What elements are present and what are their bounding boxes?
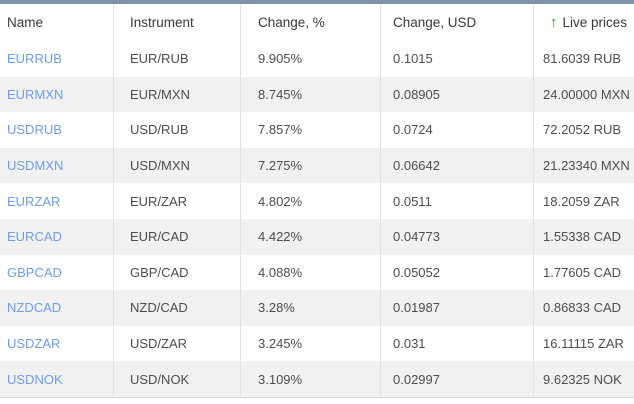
instrument-name-link[interactable]: EURCAD [7,229,62,245]
header-label-live-prices: Live prices [562,15,628,30]
table-row: USDZAR USD/ZAR 3.245% 0.031 16.11115 ZAR [0,325,634,362]
cell-name: USDRUB [0,112,113,148]
instrument-name-link[interactable]: EURMXN [7,86,64,102]
table-row: USDRUB USD/RUB 7.857% 0.0724 72.2052 RUB [0,112,634,148]
cell-change-pct: 4.088% [240,254,380,291]
cell-change-usd: 0.02997 [380,361,533,397]
cell-change-pct: 7.857% [240,112,380,148]
instrument-name-link[interactable]: USDZAR [7,336,61,352]
cell-name: EURCAD [0,219,113,255]
cell-change-usd: 0.06642 [380,147,533,184]
cell-instrument: EUR/CAD [113,218,240,255]
cell-change-usd: 0.0511 [380,183,533,219]
cell-name: USDNOK [0,361,113,397]
cell-instrument: NZD/CAD [113,290,240,326]
table-body: EURRUB EUR/RUB 9.905% 0.1015 81.6039 RUB… [0,41,634,397]
prices-table: Name Instrument Change, % Change, USD ↑ … [0,4,634,398]
cell-change-pct: 4.802% [240,183,380,219]
table-header: Name Instrument Change, % Change, USD ↑ … [0,4,634,41]
header-label-change-usd: Change, USD [393,15,477,30]
cell-instrument: EUR/ZAR [113,183,240,219]
header-cell-live-prices[interactable]: ↑ Live prices [533,4,634,41]
cell-live-price: 81.6039 RUB [533,41,634,77]
cell-name: EURMXN [0,77,113,113]
table-row: EURCAD EUR/CAD 4.422% 0.04773 1.55338 CA… [0,218,634,255]
header-label-change-pct: Change, % [258,15,325,30]
cell-change-usd: 0.08905 [380,76,533,113]
sort-asc-icon: ↑ [550,14,558,31]
instrument-name-link[interactable]: EURZAR [7,193,61,209]
header-label-instrument: Instrument [130,15,194,30]
cell-instrument: USD/ZAR [113,325,240,362]
instrument-name-link[interactable]: USDNOK [7,371,63,387]
table-row: GBPCAD GBP/CAD 4.088% 0.05052 1.77605 CA… [0,254,634,291]
instrument-name-link[interactable]: EURRUB [7,51,62,67]
cell-live-price: 18.2059 ZAR [533,183,634,219]
instrument-name-link[interactable]: NZDCAD [7,300,62,316]
header-cell-name[interactable]: Name [0,4,113,41]
cell-name: EURRUB [0,41,113,77]
cell-live-price: 16.11115 ZAR [533,325,634,362]
cell-instrument: EUR/RUB [113,41,240,77]
cell-change-usd: 0.04773 [380,218,533,255]
cell-name: EURZAR [0,183,113,219]
cell-name: USDZAR [0,326,113,362]
cell-live-price: 21.23340 MXN [533,147,634,184]
cell-live-price: 1.55338 CAD [533,218,634,255]
cell-change-pct: 9.905% [240,41,380,77]
cell-live-price: 0.86833 CAD [533,290,634,326]
header-label-name: Name [7,15,44,30]
cell-instrument: GBP/CAD [113,254,240,291]
cell-instrument: EUR/MXN [113,76,240,113]
instrument-name-link[interactable]: USDRUB [7,122,62,138]
table-row: NZDCAD NZD/CAD 3.28% 0.01987 0.86833 CAD [0,290,634,326]
cell-name: USDMXN [0,148,113,184]
instrument-name-link[interactable]: USDMXN [7,158,64,174]
cell-live-price: 9.62325 NOK [533,361,634,397]
cell-change-usd: 0.01987 [380,290,533,326]
cell-change-usd: 0.1015 [380,41,533,77]
table-row: EURZAR EUR/ZAR 4.802% 0.0511 18.2059 ZAR [0,183,634,219]
header-cell-change-usd[interactable]: Change, USD [380,4,533,41]
cell-change-usd: 0.0724 [380,112,533,148]
cell-live-price: 24.00000 MXN [533,76,634,113]
cell-change-pct: 3.28% [240,290,380,326]
table-row: USDNOK USD/NOK 3.109% 0.02997 9.62325 NO… [0,361,634,397]
cell-live-price: 1.77605 CAD [533,254,634,291]
cell-change-pct: 3.109% [240,361,380,397]
table-row: USDMXN USD/MXN 7.275% 0.06642 21.23340 M… [0,147,634,184]
cell-name: GBPCAD [0,255,113,291]
table-row: EURMXN EUR/MXN 8.745% 0.08905 24.00000 M… [0,76,634,113]
cell-change-pct: 7.275% [240,147,380,184]
cell-change-pct: 8.745% [240,76,380,113]
cell-instrument: USD/RUB [113,112,240,148]
top-accent-bar [0,0,634,4]
cell-live-price: 72.2052 RUB [533,112,634,148]
cell-instrument: USD/NOK [113,361,240,397]
cell-instrument: USD/MXN [113,147,240,184]
cell-change-pct: 3.245% [240,325,380,362]
cell-change-usd: 0.05052 [380,254,533,291]
cell-change-usd: 0.031 [380,325,533,362]
instrument-name-link[interactable]: GBPCAD [7,264,62,280]
header-cell-instrument[interactable]: Instrument [113,4,240,41]
cell-name: NZDCAD [0,290,113,326]
cell-change-pct: 4.422% [240,218,380,255]
header-cell-change-pct[interactable]: Change, % [240,4,380,41]
table-row: EURRUB EUR/RUB 9.905% 0.1015 81.6039 RUB [0,41,634,77]
